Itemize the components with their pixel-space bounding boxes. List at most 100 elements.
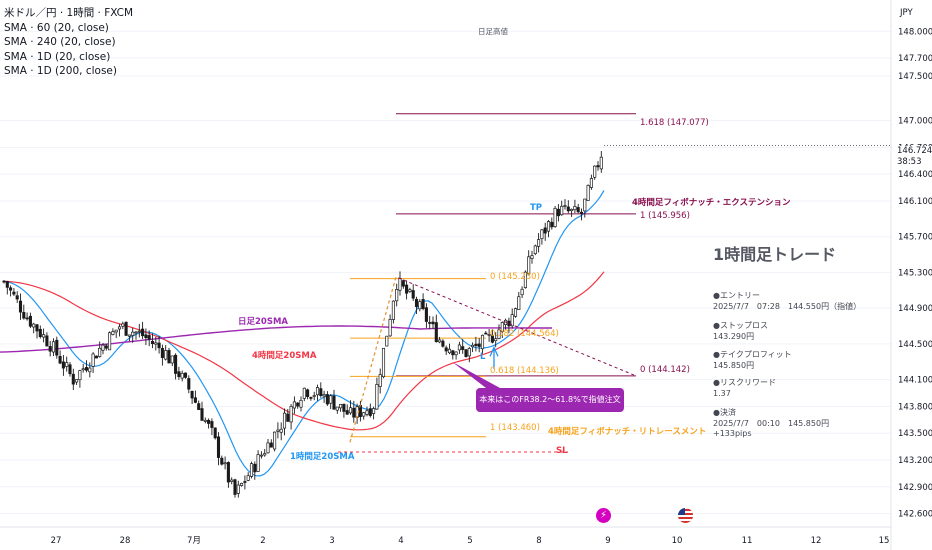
y-tick-label: 143.800	[898, 402, 932, 412]
candle	[335, 406, 339, 414]
candle	[216, 432, 221, 466]
candle	[55, 336, 59, 359]
y-tick-label: 143.200	[898, 456, 932, 466]
candle	[378, 368, 382, 394]
candle	[71, 368, 75, 391]
y-tick-label: 144.500	[898, 340, 932, 350]
annotations	[349, 145, 891, 443]
fibonacci-levels	[338, 113, 636, 453]
legend-symbol: 米ドル／円 · 1時間 · FXCM	[4, 7, 134, 19]
candle	[461, 339, 465, 354]
y-tick-label: 147.700	[898, 54, 932, 64]
x-tick-label: 11	[742, 536, 753, 546]
candle	[530, 250, 534, 264]
candle	[599, 151, 603, 173]
candle	[438, 336, 442, 344]
candle	[51, 338, 56, 357]
candle	[329, 394, 333, 410]
candle	[441, 339, 445, 348]
candle	[563, 199, 567, 210]
candle	[477, 338, 481, 353]
candle	[596, 161, 600, 171]
candle	[543, 222, 547, 241]
lightning-icon[interactable]: ⚡	[596, 508, 611, 523]
candle	[243, 475, 247, 490]
fib-ext-title: 4時間足フィボナッチ・エクステンション	[632, 198, 791, 208]
candle	[583, 198, 587, 218]
candle	[372, 406, 376, 420]
candle	[342, 403, 346, 418]
candle	[434, 314, 438, 343]
close-note: ●決済 2025/7/7 00:10 145.850円 +133pips	[713, 408, 829, 440]
candle	[573, 199, 577, 214]
candle	[494, 332, 498, 348]
candle	[210, 418, 214, 436]
y-axis: 148.000147.700147.500147.000146.700146.4…	[898, 27, 932, 519]
candle	[428, 315, 432, 330]
candle	[226, 461, 230, 488]
candle	[520, 286, 524, 298]
candle	[154, 336, 158, 351]
currency-label[interactable]: JPY	[900, 8, 913, 18]
sma-1d-20-line	[0, 325, 552, 353]
fib-ret-382-label: 0.382 (144.564)	[490, 329, 559, 339]
y-tick-label: 145.700	[898, 233, 932, 243]
candle	[15, 291, 19, 303]
y-tick-label: 145.300	[898, 268, 932, 278]
candle	[104, 343, 108, 351]
candle	[510, 308, 514, 329]
x-tick-label: 28	[120, 536, 131, 546]
candle	[593, 165, 597, 180]
candle	[259, 451, 263, 459]
candle	[233, 478, 237, 498]
candle	[187, 375, 191, 394]
long-entry-arrow	[489, 345, 499, 369]
fib-ret-title: 4時間足フィボナッチ・リトレースメント	[548, 427, 707, 437]
candle	[170, 355, 174, 367]
fib-ret-trendline	[349, 276, 397, 443]
candle	[84, 360, 89, 373]
candle	[464, 349, 468, 358]
candle	[454, 351, 458, 360]
us-flag-icon[interactable]	[678, 508, 693, 523]
candle	[497, 324, 501, 340]
candle	[570, 208, 574, 217]
candle	[579, 208, 584, 221]
y-tick-label: 143.500	[898, 429, 932, 439]
candle	[131, 327, 135, 343]
candle	[91, 352, 95, 374]
x-tick-label: 10	[672, 536, 683, 546]
h4-sma20-label: 4時間足20SMA	[252, 351, 317, 361]
candle	[500, 321, 504, 338]
y-tick-label: 148.000	[898, 27, 932, 37]
stop-value: 143.290円	[713, 331, 755, 341]
candle	[418, 299, 422, 312]
trade-title: 1時間足トレード	[713, 245, 837, 264]
y-tick-label: 144.900	[898, 304, 932, 314]
stop-note: ●ストップロス 143.290円	[713, 321, 768, 342]
candle	[279, 422, 283, 441]
candle	[266, 438, 270, 454]
candle	[447, 343, 452, 355]
h1-sma20-label: 1時間足20SMA	[290, 452, 355, 462]
candle	[457, 341, 461, 354]
candle	[263, 448, 267, 457]
candle	[223, 456, 227, 470]
candle	[45, 332, 49, 347]
y-tick-label: 146.100	[898, 197, 932, 207]
chart-legend[interactable]: 米ドル／円 · 1時間 · FXCM SMA · 60 (20, close) …	[4, 6, 133, 79]
candle	[431, 316, 435, 329]
candle	[375, 377, 379, 410]
daily-sma20-label: 日足20SMA	[238, 317, 288, 327]
limit-order-callout: 本来はこのFR38.2～61.8%で指値注文	[476, 388, 624, 412]
x-tick-label: 5	[467, 536, 472, 546]
candle	[42, 328, 46, 343]
sma-lines	[0, 190, 605, 477]
candle	[124, 321, 128, 336]
candle	[98, 341, 102, 358]
candle	[286, 409, 290, 422]
x-tick-label: 27	[51, 536, 62, 546]
candle	[157, 335, 161, 354]
candle	[164, 345, 168, 361]
